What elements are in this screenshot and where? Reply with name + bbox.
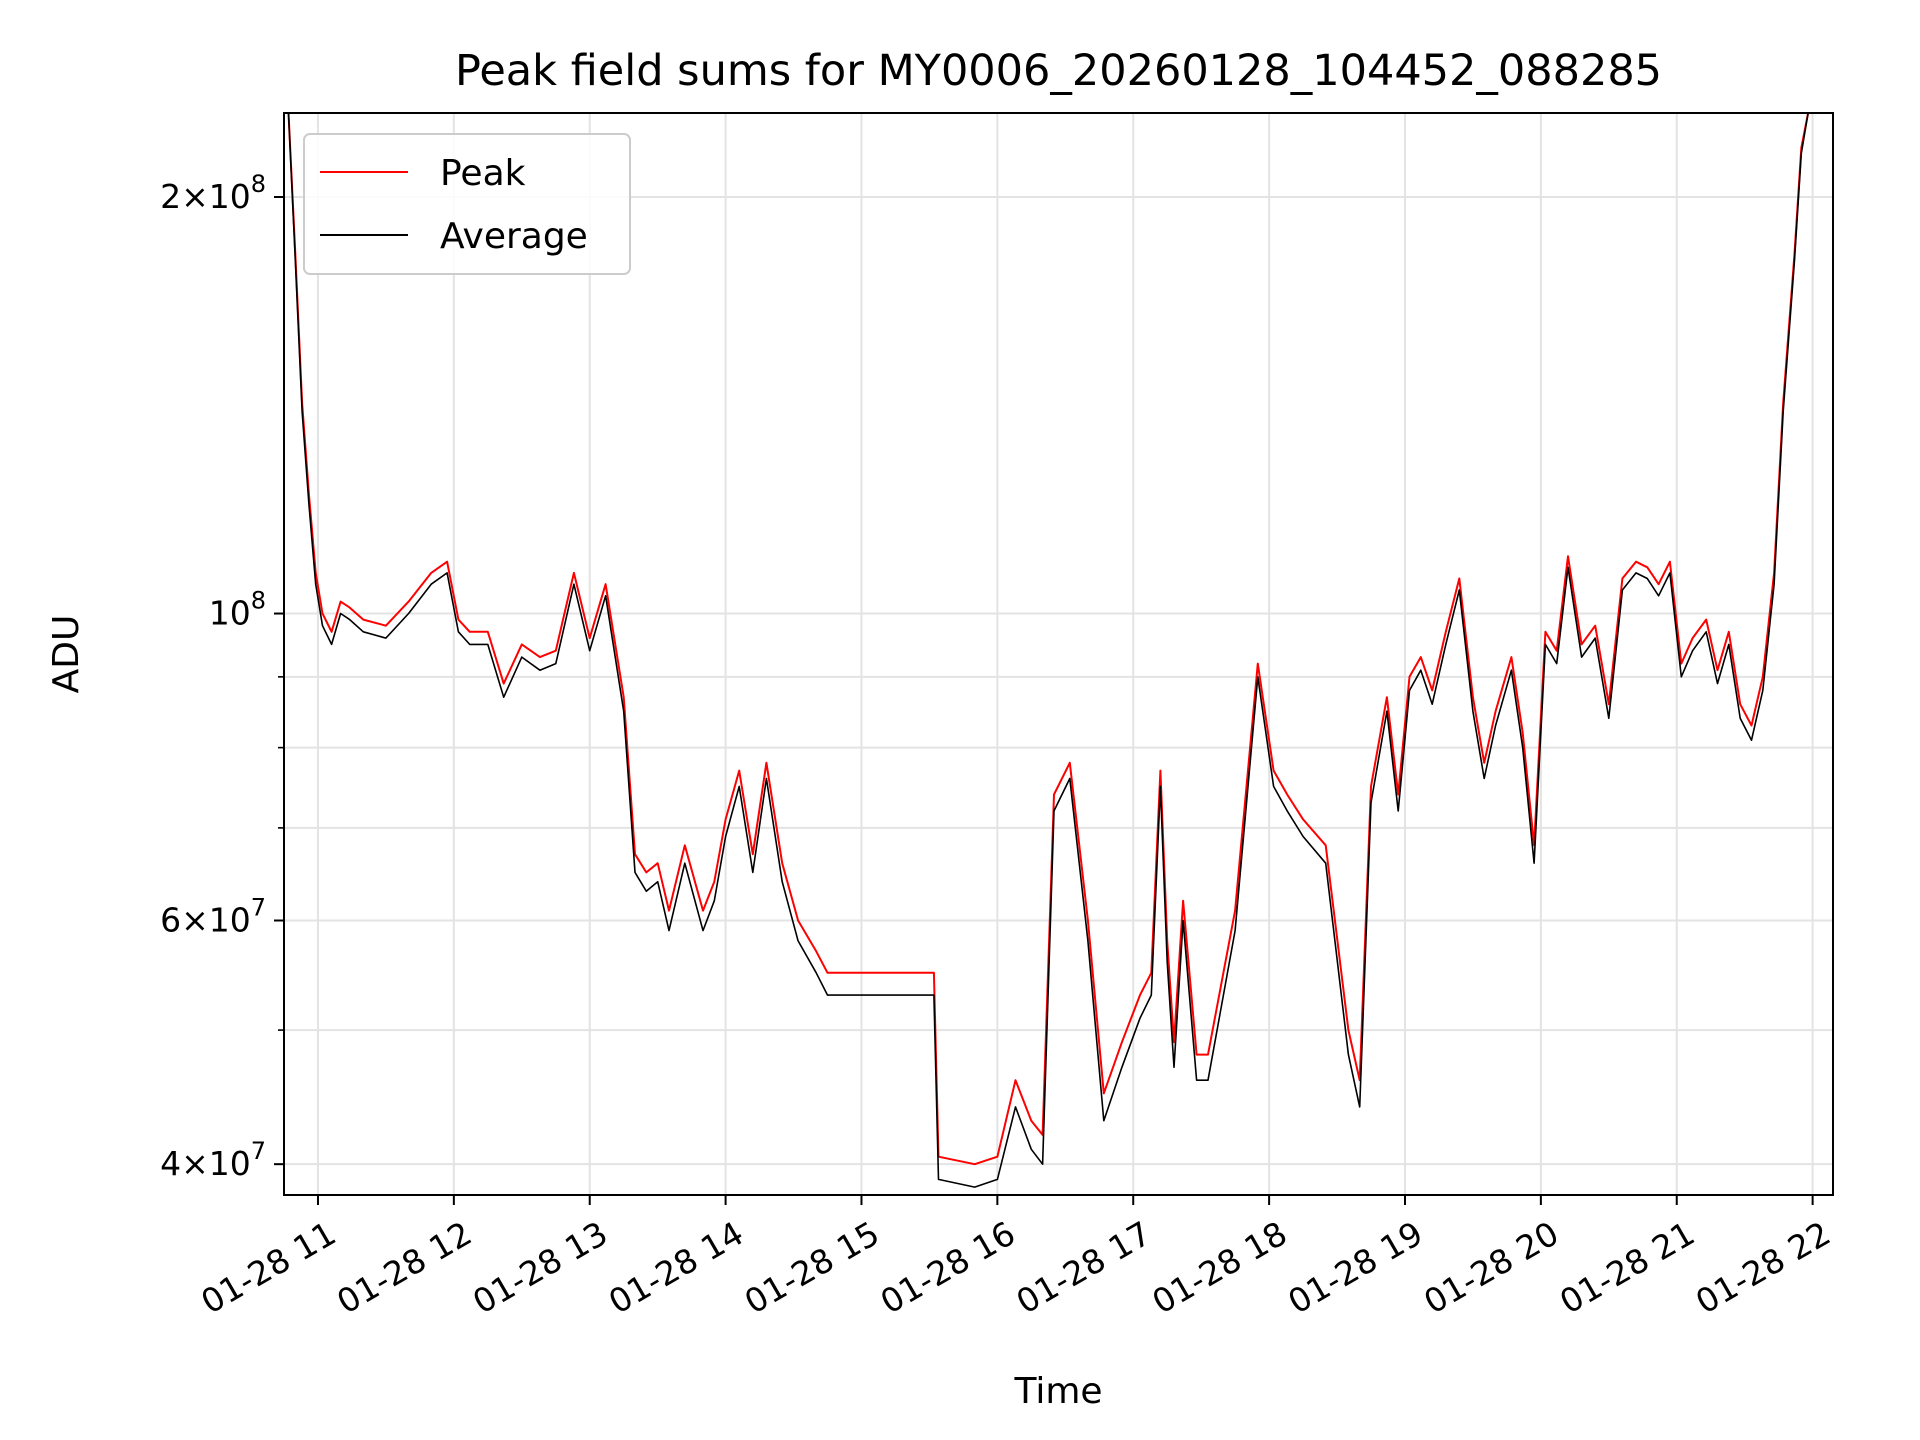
legend: Peak Average bbox=[303, 133, 631, 275]
y-tick-label: 4×107 bbox=[160, 1137, 266, 1183]
y-tick-label: 108 bbox=[209, 587, 266, 633]
y-axis-title: ADU bbox=[46, 615, 87, 694]
series-line-average bbox=[287, 113, 1813, 1188]
legend-box bbox=[303, 133, 631, 275]
y-tick-base: 10 bbox=[209, 177, 251, 216]
plot-series bbox=[287, 113, 1813, 1188]
x-axis-title: Time bbox=[1013, 1371, 1102, 1412]
y-tick-mantissa: 6 bbox=[160, 901, 181, 940]
y-tick-label: 2×108 bbox=[160, 170, 266, 216]
legend-label-average: Average bbox=[440, 216, 588, 257]
y-tick-exponent: 8 bbox=[251, 170, 266, 198]
y-tick-multiply: × bbox=[181, 177, 209, 216]
y-tick-exponent: 8 bbox=[251, 587, 266, 615]
plot-frame bbox=[283, 112, 1834, 1196]
y-tick-mantissa: 4 bbox=[160, 1144, 181, 1183]
y-tick-multiply: × bbox=[181, 901, 209, 940]
y-tick-exponent: 7 bbox=[251, 894, 266, 922]
y-tick-exponent: 7 bbox=[251, 1137, 266, 1165]
y-tick-label: 6×107 bbox=[160, 894, 266, 940]
y-tick-base: 10 bbox=[209, 1144, 251, 1183]
legend-label-peak: Peak bbox=[440, 153, 526, 194]
chart-title: Peak field sums for MY0006_20260128_1044… bbox=[455, 46, 1662, 96]
y-tick-mantissa: 2 bbox=[160, 177, 181, 216]
y-tick-base: 10 bbox=[209, 901, 251, 940]
series-line-peak bbox=[287, 113, 1813, 1166]
grid-lines bbox=[284, 113, 1833, 1195]
y-tick-base: 10 bbox=[209, 594, 251, 633]
y-tick-multiply: × bbox=[181, 1144, 209, 1183]
